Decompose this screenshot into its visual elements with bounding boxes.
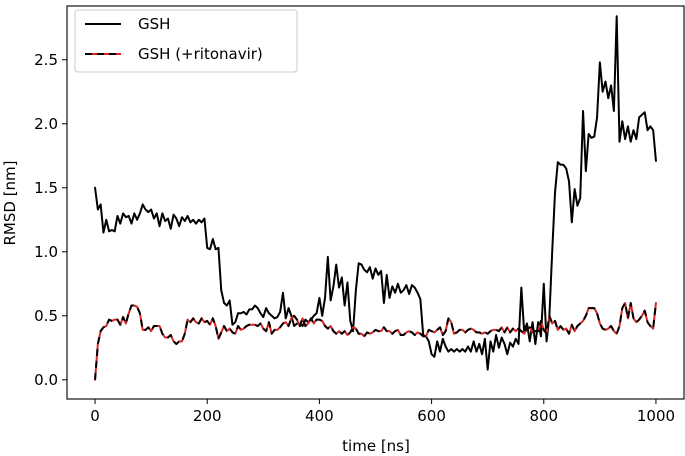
legend: GSH GSH (+ritonavir): [74, 9, 298, 73]
legend-box: [74, 9, 298, 73]
plot-lines: [94, 15, 657, 381]
y-tick-label: 2.5: [34, 51, 58, 69]
y-tick-label: 0.0: [34, 371, 58, 389]
series-line-gsh-ritonavir-dash: [94, 301, 657, 380]
x-axis-label: time [ns]: [342, 437, 410, 455]
x-tick-label: 0: [90, 407, 100, 425]
series-line-gsh: [94, 15, 657, 371]
x-tick-label: 200: [193, 407, 222, 425]
x-tick-label: 400: [305, 407, 334, 425]
y-axis-ticks: 0.0 0.5 1.0 1.5 2.0 2.5: [34, 51, 67, 389]
y-tick-label: 1.0: [34, 243, 58, 261]
y-tick-label: 1.5: [34, 179, 58, 197]
x-tick-label: 800: [529, 407, 558, 425]
plot-frame: [66, 5, 685, 400]
x-tick-label: 600: [417, 407, 446, 425]
legend-label-gsh-ritonavir: GSH (+ritonavir): [138, 45, 263, 63]
legend-label-gsh: GSH: [138, 15, 170, 33]
y-axis-label: RMSD [nm]: [1, 160, 19, 245]
x-tick-label: 1000: [637, 407, 675, 425]
y-tick-label: 0.5: [34, 307, 58, 325]
x-axis-ticks: 0 200 400 600 800 1000: [90, 399, 675, 425]
y-tick-label: 2.0: [34, 115, 58, 133]
